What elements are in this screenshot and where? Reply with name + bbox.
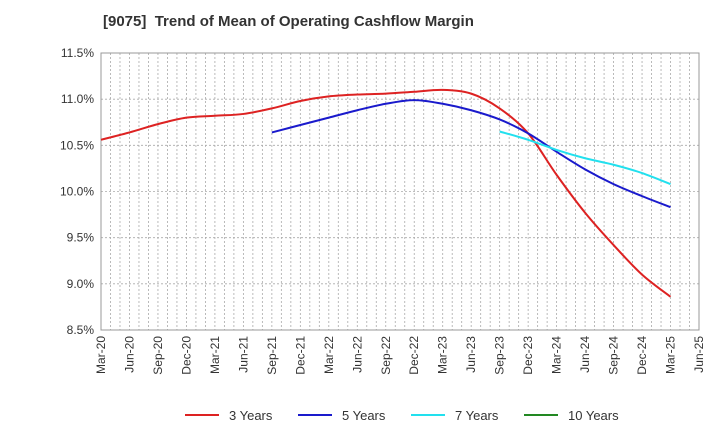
- y-tick-label: 9.0%: [67, 277, 95, 291]
- chart-title: [9075] Trend of Mean of Operating Cashfl…: [103, 13, 474, 30]
- series-line-3-years: [100, 88, 672, 298]
- x-tick-label: Jun-22: [350, 336, 364, 373]
- legend: 3 Years 5 Years 7 Years 10 Years: [0, 404, 720, 426]
- x-tick-label: Mar-24: [550, 336, 564, 374]
- plot-frame: [100, 52, 700, 331]
- series-line-5-years: [271, 99, 671, 209]
- y-tick-label: 9.5%: [67, 231, 95, 245]
- y-tick-label: 8.5%: [67, 323, 95, 337]
- x-tick-label: Jun-23: [464, 336, 478, 373]
- y-tick-label: 11.0%: [61, 92, 94, 106]
- x-tick-label: Mar-23: [436, 336, 450, 374]
- legend-label: 3 Years: [229, 407, 273, 423]
- legend-swatch: [298, 414, 332, 416]
- y-tick-label: 10.5%: [60, 138, 94, 152]
- x-tick-label: Sep-20: [151, 336, 165, 375]
- x-tick-label: Jun-20: [122, 336, 136, 373]
- y-tick-labels: 8.5% 9.0% 9.5% 10.0% 10.5% 11.0% 11.5%: [60, 46, 94, 337]
- x-tick-label: Jun-21: [236, 336, 250, 373]
- series-line-7-years: [499, 130, 671, 186]
- x-tick-label: Jun-25: [692, 336, 706, 373]
- legend-item: 3 Years: [185, 404, 272, 426]
- legend-swatch: [185, 414, 219, 416]
- line-chart: 8.5% 9.0% 9.5% 10.0% 10.5% 11.0% 11.5% Mar-20 J…: [60, 46, 706, 375]
- series-lines: [100, 88, 672, 298]
- legend-swatch: [411, 414, 445, 416]
- legend-item: 5 Years: [298, 404, 385, 426]
- x-tick-label: Mar-21: [208, 336, 222, 374]
- x-tick-label: Dec-20: [179, 336, 193, 375]
- legend-swatch: [524, 414, 558, 416]
- x-tick-label: Dec-22: [407, 336, 421, 375]
- legend-label: 10 Years: [568, 407, 619, 423]
- x-tick-label: Dec-23: [521, 336, 535, 375]
- x-tick-label: Mar-20: [94, 336, 108, 374]
- x-tick-label: Mar-22: [322, 336, 336, 374]
- grid-lines: [101, 53, 699, 330]
- x-tick-label: Sep-22: [379, 336, 393, 375]
- legend-label: 7 Years: [455, 407, 499, 423]
- x-tick-label: Sep-21: [265, 336, 279, 375]
- y-tick-label: 10.0%: [60, 185, 94, 199]
- legend-item: 10 Years: [524, 404, 619, 426]
- legend-item: 7 Years: [411, 404, 498, 426]
- legend-label: 5 Years: [342, 407, 386, 423]
- x-tick-label: Sep-23: [493, 336, 507, 375]
- x-tick-label: Dec-24: [635, 336, 649, 375]
- x-tick-label: Mar-25: [664, 336, 678, 374]
- x-tick-label: Dec-21: [293, 336, 307, 375]
- x-tick-label: Sep-24: [607, 336, 621, 375]
- x-tick-label: Jun-24: [578, 336, 592, 373]
- x-tick-labels: Mar-20 Jun-20 Sep-20 Dec-20 Mar-21 Jun-21 Sep-…: [94, 336, 706, 375]
- y-tick-label: 11.5%: [61, 46, 94, 60]
